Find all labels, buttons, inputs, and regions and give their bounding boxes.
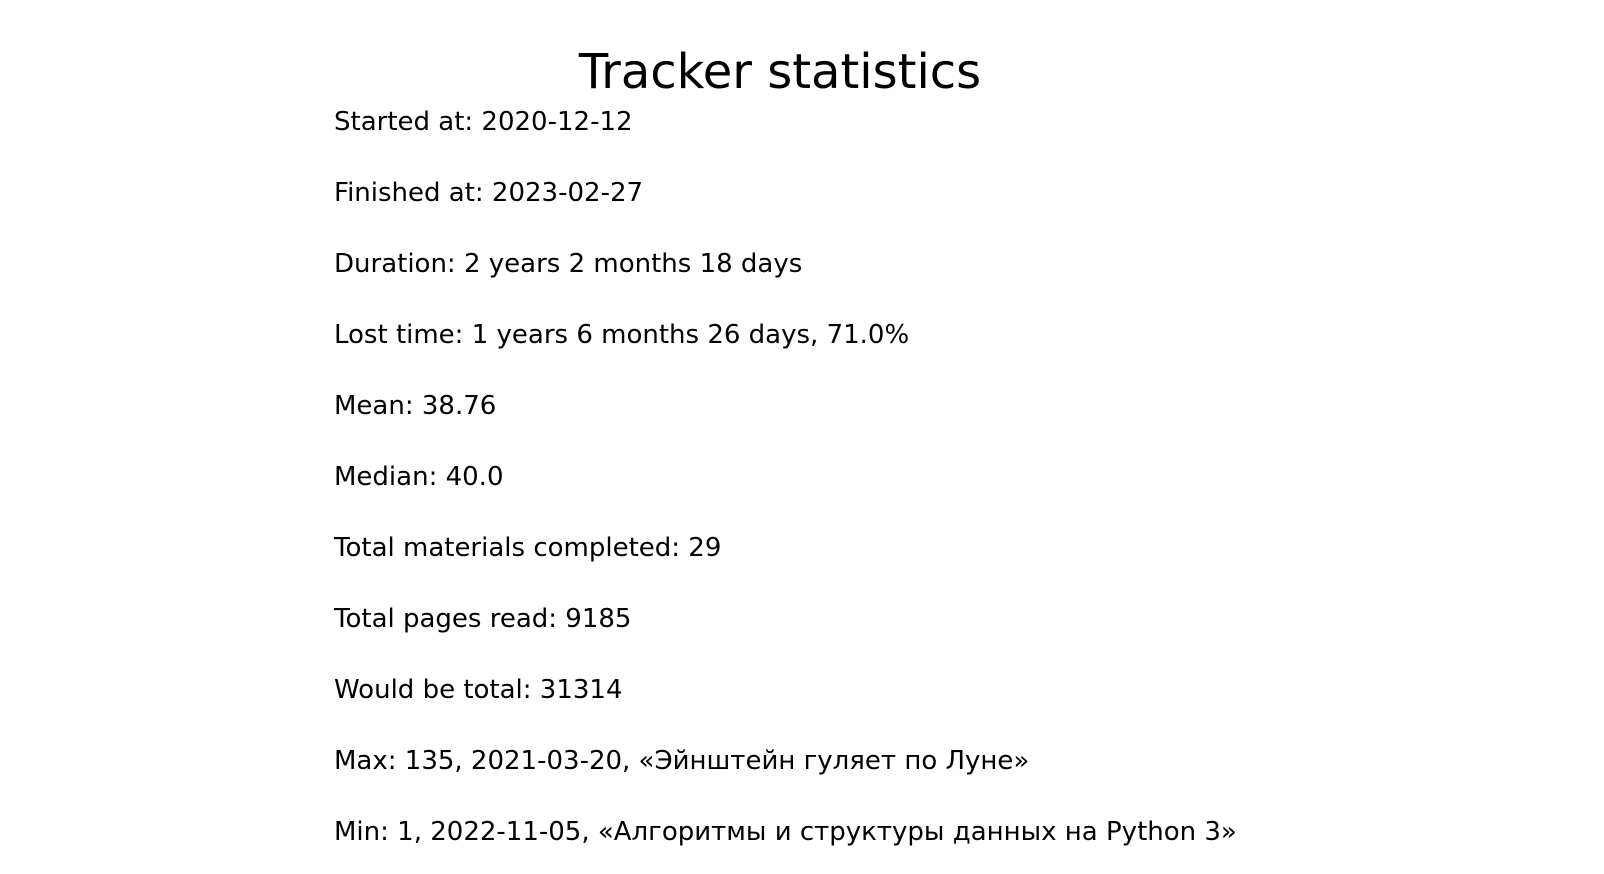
stat-total-pages: Total pages read: 9185 xyxy=(334,604,632,634)
statistics-list: Started at: 2020-12-12 Finished at: 2023… xyxy=(334,104,1237,850)
stat-min: Min: 1, 2022-11-05, «Алгоритмы и структу… xyxy=(334,817,1237,847)
stat-total-materials: Total materials completed: 29 xyxy=(334,533,722,563)
stat-max: Max: 135, 2021-03-20, «Эйнштейн гуляет п… xyxy=(334,746,1030,776)
stat-started-at: Started at: 2020-12-12 xyxy=(334,107,633,137)
stat-would-be-total: Would be total: 31314 xyxy=(334,675,623,705)
page-title: Tracker statistics xyxy=(578,44,982,100)
stat-lost-time: Lost time: 1 years 6 months 26 days, 71.… xyxy=(334,320,910,350)
stat-median: Median: 40.0 xyxy=(334,462,504,492)
stat-duration: Duration: 2 years 2 months 18 days xyxy=(334,249,803,279)
stat-mean: Mean: 38.76 xyxy=(334,391,497,421)
stat-finished-at: Finished at: 2023-02-27 xyxy=(334,178,644,208)
